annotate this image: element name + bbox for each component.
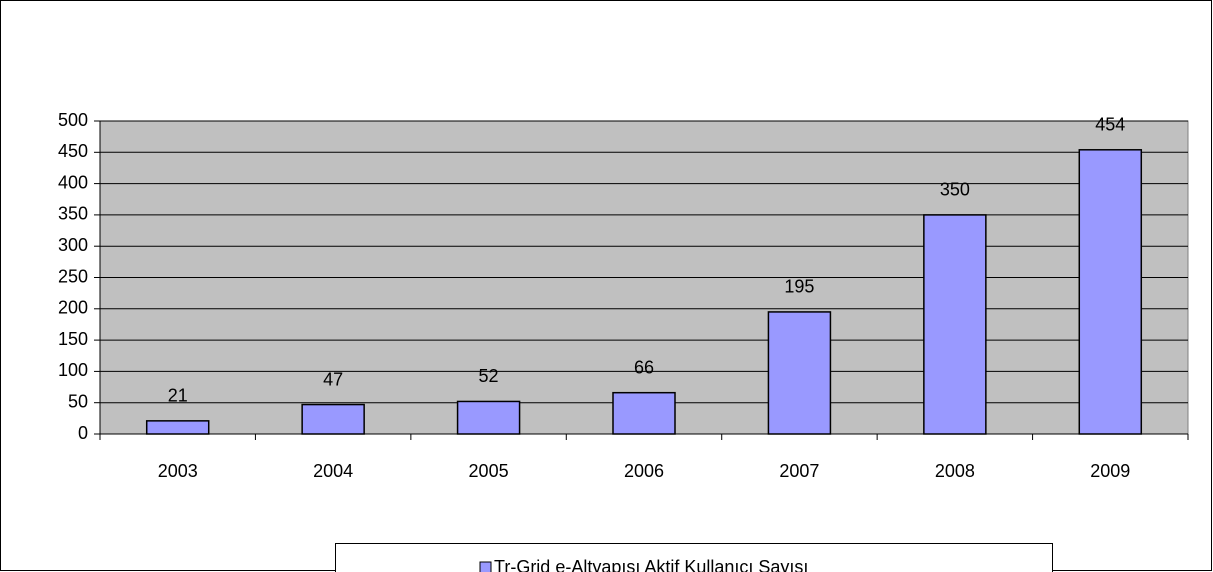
x-tick-label: 2009 bbox=[1090, 461, 1130, 481]
bar bbox=[923, 214, 987, 435]
y-tick-label: 50 bbox=[68, 391, 88, 411]
legend-box bbox=[335, 543, 1053, 572]
bar bbox=[612, 391, 676, 435]
y-tick-label: 250 bbox=[58, 266, 88, 286]
data-label: 66 bbox=[634, 357, 654, 377]
y-tick-label: 150 bbox=[58, 329, 88, 349]
bar bbox=[456, 400, 521, 435]
x-tick-label: 2008 bbox=[935, 461, 975, 481]
y-tick-label: 300 bbox=[58, 235, 88, 255]
y-tick-label: 200 bbox=[58, 298, 88, 318]
legend-swatch bbox=[479, 561, 492, 572]
y-tick-label: 450 bbox=[58, 141, 88, 161]
y-tick-label: 0 bbox=[78, 423, 88, 443]
data-label: 21 bbox=[168, 386, 188, 406]
data-label: 52 bbox=[479, 366, 499, 386]
x-tick-label: 2007 bbox=[779, 461, 819, 481]
y-tick-label: 400 bbox=[58, 172, 88, 192]
data-label: 350 bbox=[940, 180, 970, 200]
data-label: 195 bbox=[784, 277, 814, 297]
y-tick-label: 500 bbox=[58, 110, 88, 130]
y-tick-label: 350 bbox=[58, 204, 88, 224]
x-tick-label: 2006 bbox=[624, 461, 664, 481]
bar bbox=[145, 420, 210, 435]
bar bbox=[1078, 149, 1143, 435]
bar bbox=[301, 403, 365, 435]
x-tick-label: 2004 bbox=[313, 461, 353, 481]
data-label: 454 bbox=[1095, 115, 1125, 135]
data-label: 47 bbox=[323, 369, 343, 389]
x-tick-label: 2005 bbox=[469, 461, 509, 481]
x-tick-label: 2003 bbox=[158, 461, 198, 481]
y-tick-label: 100 bbox=[58, 360, 88, 380]
legend-label: Tr-Grid e-Altyapısı Aktif Kullanıcı Sayı… bbox=[494, 557, 808, 572]
bar bbox=[767, 311, 832, 435]
